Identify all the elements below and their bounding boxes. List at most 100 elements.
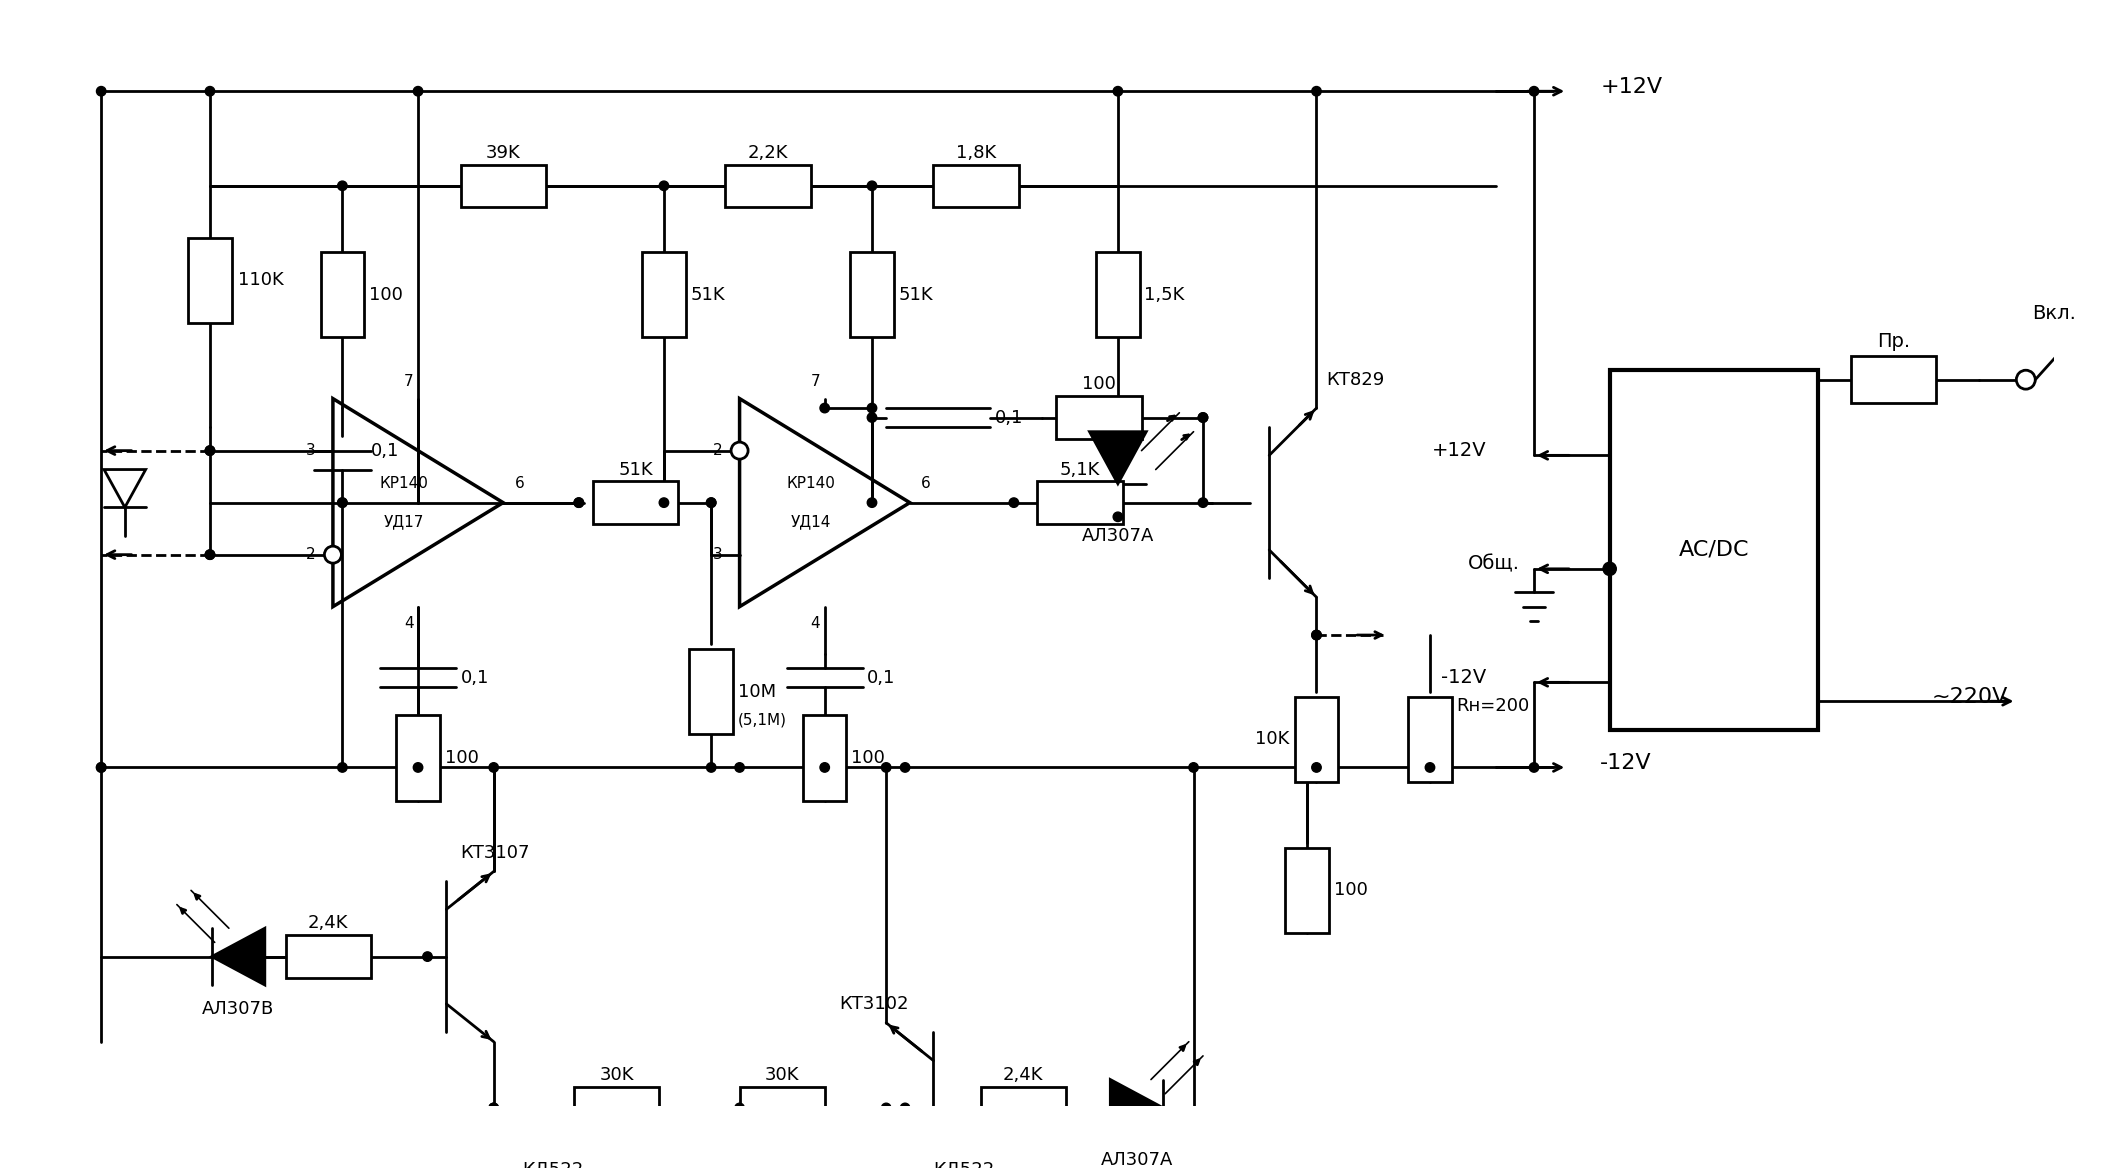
Bar bbox=[850, 252, 895, 338]
Circle shape bbox=[490, 1104, 498, 1113]
Text: ~220V: ~220V bbox=[1931, 687, 2008, 707]
Bar bbox=[803, 716, 846, 800]
Text: 2,2K: 2,2K bbox=[748, 144, 789, 161]
Bar bbox=[725, 165, 810, 207]
Bar bbox=[1037, 481, 1124, 524]
Text: 1,8K: 1,8K bbox=[956, 144, 996, 161]
Text: Вкл.: Вкл. bbox=[2033, 304, 2075, 324]
Circle shape bbox=[1113, 512, 1124, 522]
Bar bbox=[1285, 848, 1329, 933]
Text: +12V: +12V bbox=[1433, 442, 1486, 460]
Circle shape bbox=[1603, 562, 1615, 576]
Circle shape bbox=[422, 952, 432, 961]
Circle shape bbox=[882, 763, 890, 772]
Bar bbox=[286, 936, 371, 978]
Text: 39K: 39K bbox=[485, 144, 522, 161]
Circle shape bbox=[2016, 370, 2035, 389]
Text: -12V: -12V bbox=[1601, 752, 1651, 773]
Bar bbox=[689, 649, 734, 735]
Text: УД14: УД14 bbox=[791, 514, 831, 529]
Bar bbox=[982, 1086, 1066, 1129]
Bar bbox=[1056, 396, 1141, 439]
Text: 5,1K: 5,1K bbox=[1060, 460, 1100, 479]
Text: 2,4K: 2,4K bbox=[1003, 1066, 1043, 1084]
Text: Пр.: Пр. bbox=[1876, 333, 1910, 352]
Circle shape bbox=[2078, 370, 2097, 389]
Text: УД17: УД17 bbox=[384, 514, 424, 529]
Circle shape bbox=[1009, 498, 1018, 507]
Polygon shape bbox=[1111, 1079, 1164, 1136]
Circle shape bbox=[413, 763, 422, 772]
Bar bbox=[575, 1086, 659, 1129]
Circle shape bbox=[575, 498, 583, 507]
Circle shape bbox=[867, 412, 878, 423]
Text: 100: 100 bbox=[369, 285, 403, 304]
Text: 51K: 51K bbox=[691, 285, 725, 304]
Bar bbox=[396, 716, 439, 800]
Text: АЛ307В: АЛ307В bbox=[201, 1000, 273, 1017]
Circle shape bbox=[736, 1104, 744, 1113]
Text: КР140: КР140 bbox=[787, 477, 835, 492]
Circle shape bbox=[206, 446, 214, 456]
Text: АЛ307А: АЛ307А bbox=[1100, 1150, 1172, 1168]
Circle shape bbox=[1312, 631, 1321, 640]
Circle shape bbox=[706, 498, 717, 507]
Text: Rн=200: Rн=200 bbox=[1456, 697, 1531, 715]
Circle shape bbox=[1198, 412, 1208, 423]
Circle shape bbox=[882, 1104, 890, 1113]
Text: 1,5K: 1,5K bbox=[1145, 285, 1185, 304]
Circle shape bbox=[98, 86, 106, 96]
Bar bbox=[933, 165, 1018, 207]
Circle shape bbox=[337, 763, 348, 772]
Bar bbox=[1408, 696, 1452, 781]
Circle shape bbox=[659, 498, 668, 507]
Text: AC/DC: AC/DC bbox=[1679, 540, 1749, 559]
Circle shape bbox=[1198, 412, 1208, 423]
Bar bbox=[740, 1086, 825, 1129]
Circle shape bbox=[867, 403, 878, 412]
Text: 110K: 110K bbox=[237, 271, 284, 290]
Bar bbox=[1295, 696, 1338, 781]
Circle shape bbox=[1425, 763, 1435, 772]
Bar bbox=[642, 252, 685, 338]
Circle shape bbox=[1198, 498, 1208, 507]
Circle shape bbox=[736, 763, 744, 772]
Text: 4: 4 bbox=[403, 617, 413, 631]
Circle shape bbox=[706, 763, 717, 772]
Text: 100: 100 bbox=[1333, 882, 1367, 899]
Bar bbox=[1851, 356, 1936, 403]
Polygon shape bbox=[1090, 432, 1147, 484]
Circle shape bbox=[575, 498, 583, 507]
Text: 4: 4 bbox=[810, 617, 820, 631]
Circle shape bbox=[731, 443, 748, 459]
Text: КТ3107: КТ3107 bbox=[460, 843, 530, 862]
Circle shape bbox=[206, 550, 214, 559]
Text: Общ.: Общ. bbox=[1467, 555, 1520, 573]
Text: КТ3102: КТ3102 bbox=[840, 995, 907, 1013]
Text: 51K: 51K bbox=[899, 285, 933, 304]
Circle shape bbox=[1312, 86, 1321, 96]
Text: АЛ307А: АЛ307А bbox=[1081, 527, 1153, 544]
Circle shape bbox=[1312, 631, 1321, 640]
Text: 10K: 10K bbox=[1255, 730, 1289, 748]
Text: КД522: КД522 bbox=[522, 1160, 583, 1168]
Circle shape bbox=[706, 498, 717, 507]
Text: 2: 2 bbox=[305, 547, 316, 562]
Circle shape bbox=[337, 498, 348, 507]
Text: КР140: КР140 bbox=[379, 477, 428, 492]
Text: 100: 100 bbox=[445, 749, 479, 767]
Circle shape bbox=[98, 763, 106, 772]
Text: 6: 6 bbox=[515, 477, 524, 492]
Text: 51K: 51K bbox=[619, 460, 653, 479]
Bar bbox=[460, 165, 545, 207]
Circle shape bbox=[1312, 763, 1321, 772]
Polygon shape bbox=[212, 929, 265, 985]
Text: 0,1: 0,1 bbox=[867, 668, 895, 687]
Circle shape bbox=[413, 86, 422, 96]
Bar bbox=[1609, 370, 1817, 730]
Circle shape bbox=[1529, 86, 1539, 96]
Text: 100: 100 bbox=[1081, 375, 1115, 394]
Bar bbox=[189, 238, 231, 322]
Text: 10M: 10M bbox=[738, 683, 776, 701]
Bar bbox=[320, 252, 365, 338]
